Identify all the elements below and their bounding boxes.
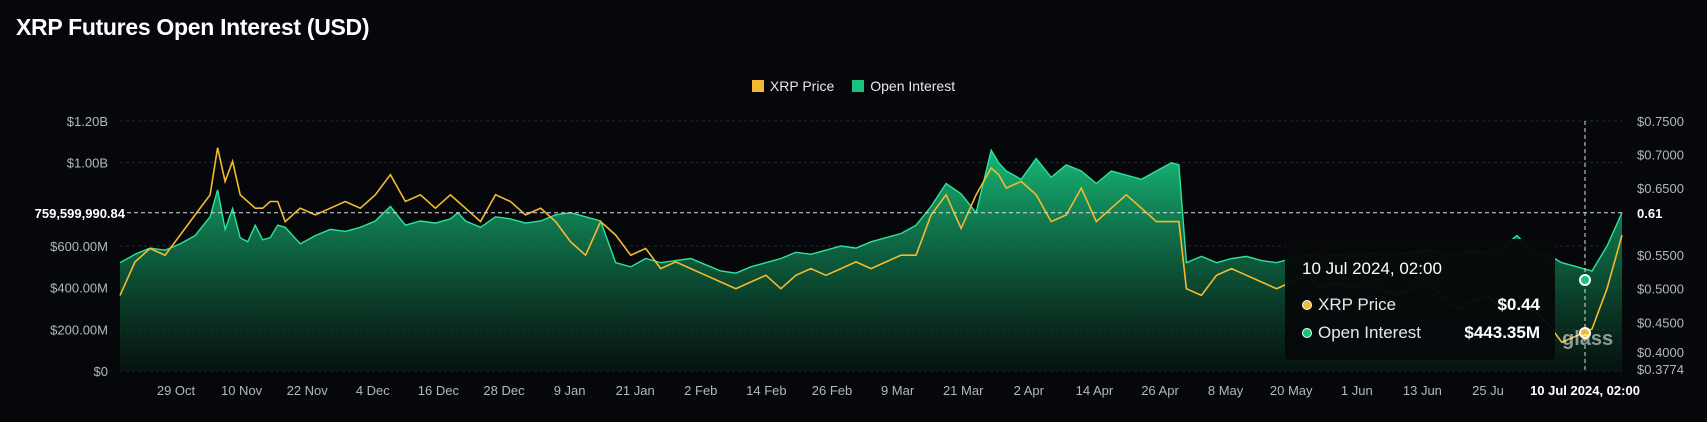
tooltip-value-xrp-price: $0.44	[1497, 295, 1540, 314]
tooltip-dot-xrp-price	[1302, 300, 1312, 310]
open-interest-area	[120, 150, 1622, 371]
legend-item-open-interest[interactable]: Open Interest	[852, 78, 955, 94]
x-axis-tick-label: 28 Dec	[483, 383, 525, 398]
x-axis-tick-label: 8 May	[1208, 383, 1244, 398]
x-axis-tick-label: 10 Nov	[221, 383, 263, 398]
x-axis-tick-label: 26 Feb	[812, 383, 852, 398]
left-axis-tick-label: $0	[94, 364, 108, 379]
x-axis-tick-label: 29 Oct	[157, 383, 196, 398]
x-axis-tick-label: 22 Nov	[287, 383, 329, 398]
right-axis-tick-label: $0.7500	[1637, 114, 1684, 129]
right-axis-tick-label: $0.5000	[1637, 282, 1684, 297]
legend-label-xrp-price: XRP Price	[769, 78, 835, 94]
legend-item-xrp-price[interactable]: XRP Price	[751, 78, 835, 94]
x-axis-tick-label: 13 Jun	[1403, 383, 1442, 398]
x-axis-tick-label: 9 Jan	[554, 383, 586, 398]
left-axis-tick-label: $400.00M	[50, 281, 108, 296]
open-interest-marker	[1579, 274, 1591, 286]
legend-swatch-open-interest	[852, 80, 865, 92]
right-axis-tick-label: $0.4000	[1637, 345, 1684, 360]
right-axis-tick-label: $0.4500	[1637, 315, 1684, 330]
x-axis-tick-label: 21 Jan	[616, 383, 655, 398]
tooltip-name-xrp-price: XRP Price	[1318, 295, 1397, 314]
chart-tooltip: 10 Jul 2024, 02:00 XRP Price $0.44 Open …	[1285, 239, 1555, 360]
x-axis-tick-label: 9 Mar	[881, 383, 915, 398]
crosshair-y-label: 759,599,990.84	[35, 206, 126, 221]
tooltip-date: 10 Jul 2024, 02:00	[1302, 259, 1442, 278]
left-axis-tick-label: $600.00M	[50, 239, 108, 254]
x-axis-tick-label: 2 Apr	[1014, 383, 1045, 398]
x-axis-tick-label: 20 May	[1270, 383, 1313, 398]
x-axis-tick-label: 1 Jun	[1341, 383, 1373, 398]
x-axis-tick-label: 4 Dec	[356, 383, 390, 398]
left-axis-tick-label: $1.00B	[67, 156, 108, 171]
right-axis-tick-label: $0.3774	[1637, 362, 1684, 377]
right-axis-tick-label: $0.7000	[1637, 148, 1684, 163]
x-axis-tick-label: 2 Feb	[684, 383, 717, 398]
legend-swatch-xrp-price	[751, 80, 764, 92]
x-axis-tick-label: 16 Dec	[418, 383, 460, 398]
tooltip-name-open-interest: Open Interest	[1318, 323, 1422, 342]
crosshair-x-label: 10 Jul 2024, 02:00	[1530, 383, 1640, 398]
x-axis-tick-label: 14 Apr	[1076, 383, 1114, 398]
x-axis-tick-label: 21 Mar	[943, 383, 984, 398]
tooltip-row-open-interest: Open Interest $443.35M	[1302, 323, 1540, 343]
chart-title: XRP Futures Open Interest (USD)	[16, 14, 370, 40]
left-axis-tick-label: $200.00M	[50, 322, 108, 337]
tooltip-row-xrp-price: XRP Price $0.44	[1302, 295, 1540, 315]
right-axis-tick-label: $0.6500	[1637, 181, 1684, 196]
x-axis-tick-label: 14 Feb	[746, 383, 786, 398]
x-axis-tick-label: 26 Apr	[1141, 383, 1179, 398]
legend-label-open-interest: Open Interest	[870, 78, 956, 94]
left-axis-tick-label: $1.20B	[67, 114, 108, 129]
chart-legend: XRP Price Open Interest	[0, 78, 1707, 94]
crosshair: 759,599,990.84 0.61 10 Jul 2024, 02:00	[18, 121, 1670, 401]
tooltip-dot-open-interest	[1302, 328, 1312, 338]
watermark: glass	[1562, 328, 1614, 350]
x-axis-tick-label: 25 Ju	[1472, 383, 1504, 398]
tooltip-value-open-interest: $443.35M	[1464, 323, 1540, 342]
right-axis-tick-label: $0.5500	[1637, 248, 1684, 263]
xrp-price-marker	[1579, 327, 1591, 339]
crosshair-right-label: 0.61	[1637, 206, 1662, 221]
